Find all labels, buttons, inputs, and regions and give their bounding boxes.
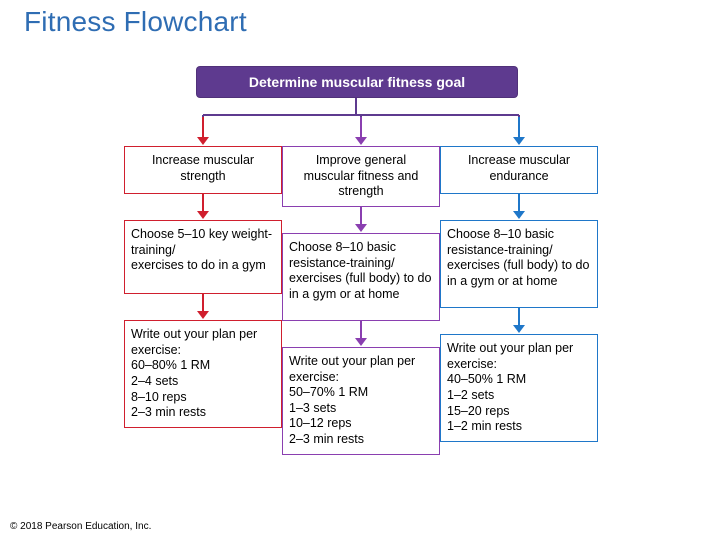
- flow-box: Write out your plan per exercise:40–50% …: [440, 334, 598, 442]
- column-0: Increase muscular strength Choose 5–10 ke…: [124, 146, 282, 428]
- flow-box: Choose 8–10 basic resistance-training/ex…: [440, 220, 598, 308]
- arrow-down: [282, 321, 440, 347]
- arrow-down: [124, 194, 282, 220]
- flow-box: Write out your plan per exercise:50–70% …: [282, 347, 440, 455]
- arrow-down: [282, 207, 440, 233]
- arrow-down: [124, 294, 282, 320]
- flow-box: Increase muscular strength: [124, 146, 282, 194]
- flow-box: Increase muscular endurance: [440, 146, 598, 194]
- flow-box: Choose 5–10 key weight-training/exercise…: [124, 220, 282, 294]
- arrow-down: [440, 308, 598, 334]
- flow-box: Choose 8–10 basic resistance-training/ex…: [282, 233, 440, 321]
- page-title: Fitness Flowchart: [24, 6, 247, 38]
- column-2: Increase muscular endurance Choose 8–10 b…: [440, 146, 598, 442]
- arrow-down: [440, 194, 598, 220]
- flow-box: Improve general muscular fitness and str…: [282, 146, 440, 207]
- copyright-text: © 2018 Pearson Education, Inc.: [10, 521, 151, 532]
- column-1: Improve general muscular fitness and str…: [282, 146, 440, 455]
- root-node: Determine muscular fitness goal: [196, 66, 518, 98]
- flow-box: Write out your plan per exercise:60–80% …: [124, 320, 282, 428]
